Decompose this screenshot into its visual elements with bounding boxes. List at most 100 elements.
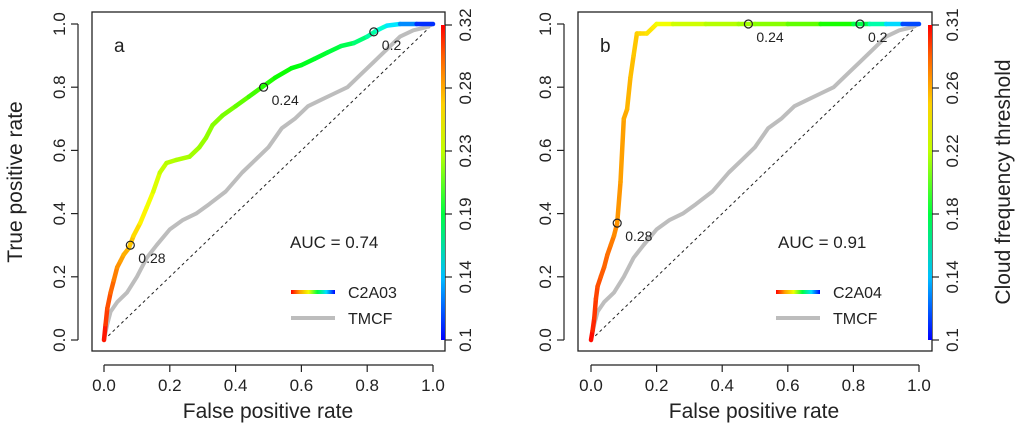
colorbar-tick-label: 0.19 — [456, 197, 475, 230]
legend-label-tmcf-b: TMCF — [833, 311, 878, 328]
y-tick-label: 0.4 — [536, 202, 555, 226]
roc-segment — [312, 50, 330, 62]
roc-segment — [101, 321, 108, 343]
tmcf-line — [102, 22, 435, 342]
roc-segment — [105, 290, 113, 311]
c2a03-curve — [101, 21, 436, 343]
roc-segment — [210, 113, 225, 128]
colorbar-tick-label: 0.14 — [943, 260, 962, 293]
roc-segment — [144, 189, 156, 210]
roc-segment — [220, 103, 238, 118]
legend-label-tmcf-a: TMCF — [348, 311, 393, 328]
roc-segment — [151, 170, 163, 194]
x-tick-label: 0.0 — [92, 376, 116, 395]
legend-swatch-tmcf-a — [291, 316, 335, 320]
threshold-label: 0.28 — [625, 228, 652, 244]
legend-swatch-c2a04 — [776, 290, 820, 294]
x-axis-title-a: False positive rate — [183, 400, 353, 423]
x-tick-label: 0.8 — [355, 376, 379, 395]
threshold-label: 0.2 — [868, 29, 888, 45]
roc-segment — [272, 65, 294, 80]
y-tick-label: 1.0 — [50, 12, 69, 36]
roc-segment — [137, 205, 150, 226]
colorbar-a — [441, 25, 445, 340]
threshold-marker — [369, 27, 379, 37]
roc-segment — [233, 94, 252, 109]
roc-segment — [126, 233, 136, 251]
y-tick-label: 0.4 — [50, 202, 69, 226]
threshold-markers-b: 0.28 0.24 0.2 — [612, 19, 888, 244]
colorbar-tick-label: 0.28 — [456, 71, 475, 104]
roc-segment — [103, 306, 110, 327]
colorbar-title: Cloud frequency threshold — [992, 59, 1015, 304]
roc-segment — [187, 144, 202, 159]
colorbar-tick-label: 0.32 — [456, 8, 475, 41]
colorbar-b — [928, 25, 932, 340]
chance-diagonal — [103, 23, 434, 341]
x-tick-label: 0.6 — [776, 376, 800, 395]
y-tick-label: 0.6 — [536, 139, 555, 163]
colorbar-tick-label: 0.14 — [456, 260, 475, 293]
roc-segment — [614, 179, 623, 226]
panel-b: 0.280.24 0.2 0.0 0.2 0.4 0.6 0.8 1.00.00.20.40… — [536, 8, 1015, 423]
c2a04-curve — [588, 21, 922, 343]
chance-line-b — [590, 23, 920, 341]
y-tick-label: 1.0 — [536, 12, 555, 36]
colorbar-tick-label: 0.18 — [943, 197, 962, 230]
roc-segment — [299, 56, 317, 68]
y-tick-label: 0.6 — [50, 139, 69, 163]
legend-swatch-tmcf-b — [776, 316, 820, 320]
auc-label-a: AUC = 0.74 — [290, 233, 378, 252]
threshold-label: 0.24 — [272, 92, 299, 108]
axes-a: 0.0 0.2 0.4 0.6 0.8 1.0 0.0 0.2 0.4 0.6 0.8 1.0 — [50, 12, 445, 395]
colorbar-tick-label: 0.23 — [456, 134, 475, 167]
colorbar-tick-label: 0.1 — [943, 328, 962, 352]
colorbar-tick-label: 0.1 — [456, 328, 475, 352]
colorbar-tick-label: 0.26 — [943, 71, 962, 104]
x-tick-label: 0.0 — [579, 376, 603, 395]
roc-segment — [325, 43, 344, 55]
tmcf-curve-a — [102, 22, 435, 342]
x-tick-label: 0.2 — [158, 376, 182, 395]
x-tick-label: 0.8 — [842, 376, 866, 395]
y-tick-label: 0.0 — [50, 328, 69, 352]
colorbar-axis-b: 0.1 0.14 0.18 0.22 0.26 0.31 — [932, 8, 962, 352]
chance-line-a — [103, 23, 434, 341]
threshold-marker — [612, 218, 622, 228]
legend-swatch-c2a03 — [291, 290, 335, 294]
threshold-label: 0.28 — [138, 250, 165, 266]
roc-segment — [628, 53, 636, 80]
roc-segment — [618, 116, 627, 185]
threshold-label: 0.2 — [382, 37, 402, 53]
roc-segment — [592, 296, 599, 321]
legend-label-c2a03: C2A03 — [348, 285, 397, 302]
colorbar-tick-label: 0.22 — [943, 134, 962, 167]
x-tick-label: 1.0 — [421, 376, 445, 395]
colorbar-axis-a: 0.1 0.14 0.19 0.23 0.28 0.32 — [445, 8, 475, 352]
x-axis-title-b: False positive rate — [669, 400, 839, 423]
threshold-markers-a: 0.28 0.24 0.2 — [125, 27, 402, 266]
y-tick-label: 0.8 — [536, 75, 555, 99]
panel-letter-b: b — [600, 36, 611, 57]
x-tick-label: 0.6 — [290, 376, 314, 395]
roc-segment — [631, 31, 640, 58]
panel-a: 0.28 0.24 0.2 0.0 0.2 0.4 0.6 0.8 1.0 0.0 0.2 0.4 0… — [4, 8, 475, 423]
y-tick-label: 0.2 — [50, 265, 69, 289]
x-tick-label: 1.0 — [907, 376, 931, 395]
roc-segment — [624, 75, 633, 112]
tmcf-line — [589, 22, 921, 342]
x-tick-label: 0.4 — [224, 376, 248, 395]
y-tick-label: 0.2 — [536, 265, 555, 289]
auc-label-b: AUC = 0.91 — [778, 233, 866, 252]
axes-b: 0.0 0.2 0.4 0.6 0.8 1.0 0.0 0.2 0.4 0.6 0.8 1.0 — [536, 12, 931, 395]
tmcf-curve-b — [589, 22, 921, 342]
threshold-label: 0.24 — [756, 29, 783, 45]
roc-segment — [203, 122, 215, 141]
x-tick-label: 0.4 — [710, 376, 734, 395]
y-axis-title-a: True positive rate — [4, 101, 27, 262]
threshold-marker — [259, 82, 269, 92]
threshold-marker — [855, 19, 865, 29]
roc-segment — [131, 220, 143, 238]
chance-diagonal — [590, 23, 920, 341]
